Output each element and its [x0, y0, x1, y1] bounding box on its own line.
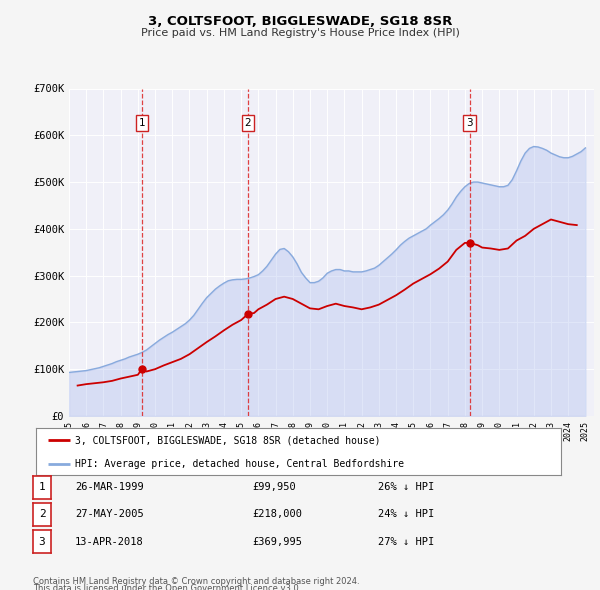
Text: 27% ↓ HPI: 27% ↓ HPI: [378, 537, 434, 546]
Text: £99,950: £99,950: [252, 483, 296, 492]
Text: 3: 3: [466, 118, 473, 128]
Text: Price paid vs. HM Land Registry's House Price Index (HPI): Price paid vs. HM Land Registry's House …: [140, 28, 460, 38]
Text: 24% ↓ HPI: 24% ↓ HPI: [378, 510, 434, 519]
Text: HPI: Average price, detached house, Central Bedfordshire: HPI: Average price, detached house, Cent…: [76, 459, 404, 469]
Text: 1: 1: [38, 483, 46, 492]
Text: Contains HM Land Registry data © Crown copyright and database right 2024.: Contains HM Land Registry data © Crown c…: [33, 577, 359, 586]
Text: 26-MAR-1999: 26-MAR-1999: [75, 483, 144, 492]
Text: 27-MAY-2005: 27-MAY-2005: [75, 510, 144, 519]
Text: £369,995: £369,995: [252, 537, 302, 546]
Text: 2: 2: [38, 510, 46, 519]
Text: 13-APR-2018: 13-APR-2018: [75, 537, 144, 546]
Text: 3, COLTSFOOT, BIGGLESWADE, SG18 8SR: 3, COLTSFOOT, BIGGLESWADE, SG18 8SR: [148, 15, 452, 28]
Text: 26% ↓ HPI: 26% ↓ HPI: [378, 483, 434, 492]
Text: This data is licensed under the Open Government Licence v3.0.: This data is licensed under the Open Gov…: [33, 584, 301, 590]
Text: 2: 2: [245, 118, 251, 128]
Text: 3: 3: [38, 537, 46, 546]
Text: £218,000: £218,000: [252, 510, 302, 519]
Text: 1: 1: [139, 118, 145, 128]
Text: 3, COLTSFOOT, BIGGLESWADE, SG18 8SR (detached house): 3, COLTSFOOT, BIGGLESWADE, SG18 8SR (det…: [76, 435, 381, 445]
